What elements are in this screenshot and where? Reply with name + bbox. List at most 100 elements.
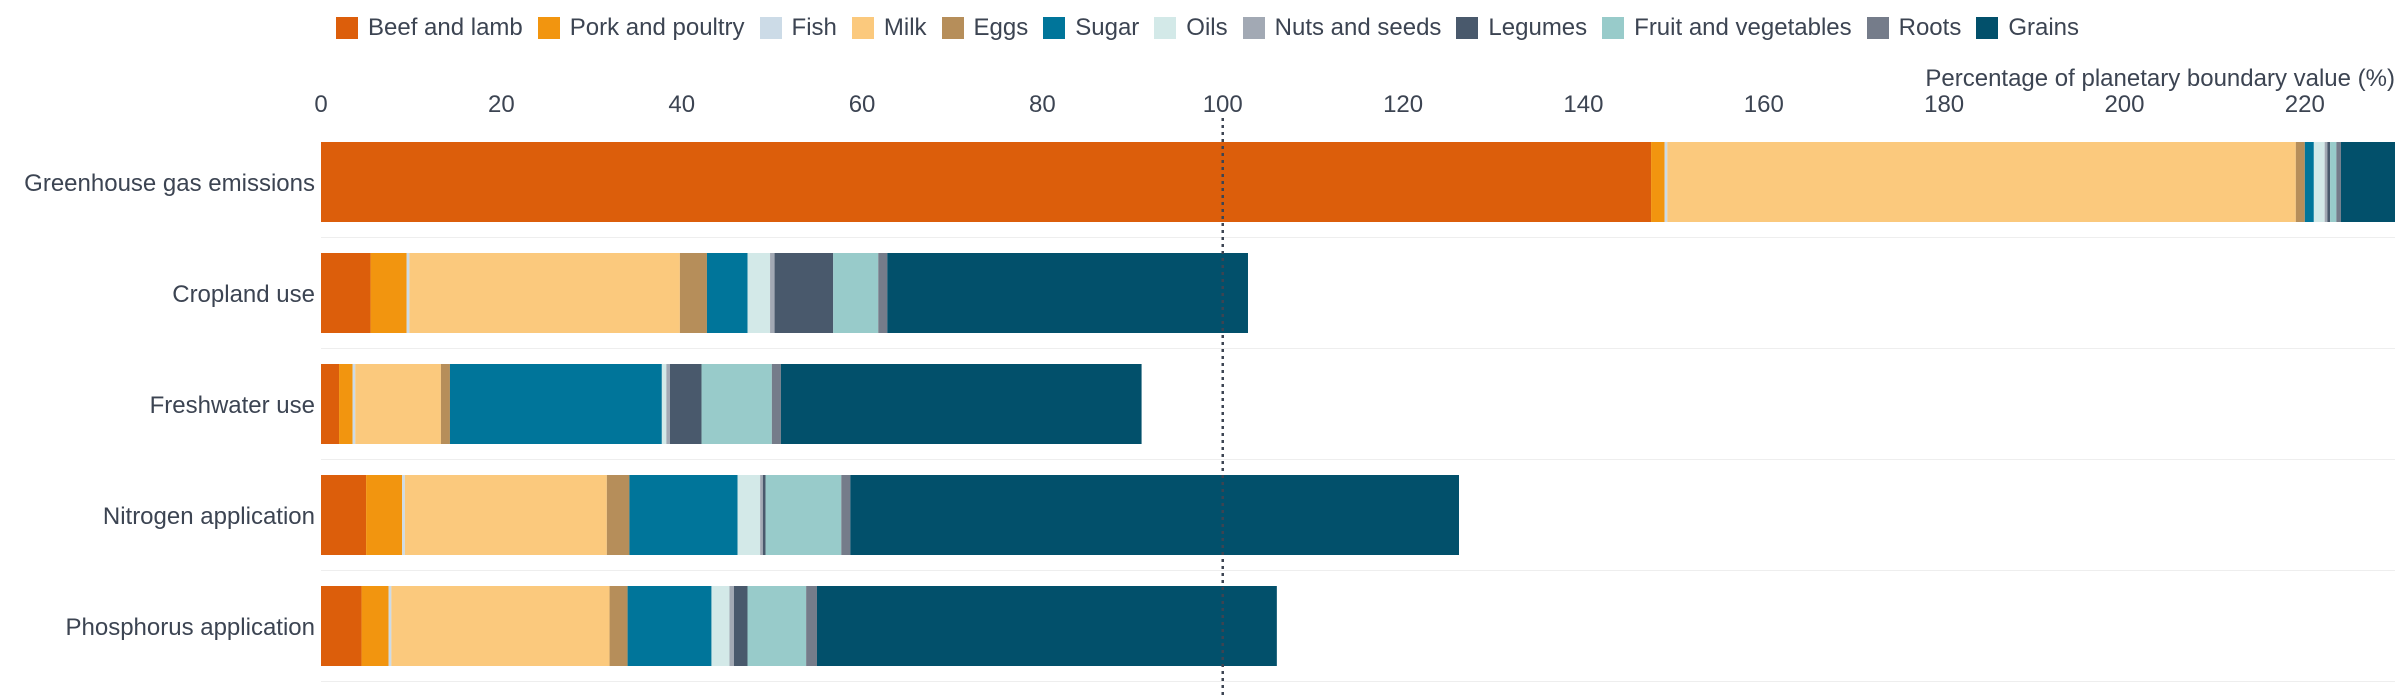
legend-swatch [851, 17, 874, 39]
legend-item: Beef and lamb [336, 14, 523, 42]
x-tick-label: 60 [849, 91, 876, 118]
category-label: Freshwater use [150, 392, 315, 419]
bar-segment [321, 253, 371, 333]
bar-segment [833, 253, 879, 333]
x-axis-title: Percentage of planetary boundary value (… [1925, 65, 2395, 92]
bar-segment [816, 586, 1277, 666]
bar-segment [2336, 142, 2341, 222]
bar-segment [2340, 142, 2395, 222]
legend-label: Nuts and seeds [1274, 14, 1442, 41]
legend-label: Roots [1898, 14, 1962, 41]
bar-segment [404, 475, 607, 555]
bar-segment [887, 253, 1248, 333]
bar-segment [2327, 142, 2331, 222]
bar-segment [1667, 142, 2296, 222]
legend-item: Fruit and vegetables [1602, 14, 1852, 42]
legend-item: Fish [759, 14, 837, 42]
legend-item: Pork and poultry [537, 14, 745, 42]
bar-segment [747, 586, 807, 666]
legend-item: Nuts and seeds [1242, 14, 1442, 42]
y-axis: Greenhouse gas emissions Cropland use Fres… [24, 170, 315, 641]
bar-segment [361, 586, 389, 666]
legend-swatch [1154, 17, 1177, 39]
legend-swatch [1456, 17, 1479, 39]
bar-segment [366, 475, 403, 555]
gridlines [321, 237, 2395, 682]
bar-segment [806, 586, 817, 666]
bar-segment [370, 253, 407, 333]
bar-segment [737, 475, 761, 555]
bar-segment [666, 364, 670, 444]
x-tick-label: 180 [1924, 91, 1964, 118]
legend-item: Grains [1976, 14, 2079, 42]
legend-item: Sugar [1043, 14, 1139, 42]
bar-segment [669, 364, 702, 444]
x-tick-label: 80 [1029, 91, 1056, 118]
bar-segment [747, 253, 771, 333]
legend-label: Pork and poultry [569, 14, 745, 41]
legend-label: Grains [2008, 14, 2080, 41]
bar-group [321, 142, 2395, 666]
bar-segment [2295, 142, 2305, 222]
legend-swatch [537, 17, 560, 39]
bar-segment [391, 586, 610, 666]
legend-swatch [1976, 17, 1999, 39]
x-tick-label: 20 [488, 91, 515, 118]
legend-label: Eggs [973, 14, 1029, 41]
bar-segment [339, 364, 353, 444]
x-tick-label: 0 [314, 91, 327, 118]
bar-segment [1664, 142, 1668, 222]
legend-swatch [336, 17, 358, 39]
bar-segment [711, 586, 730, 666]
bar-segment [762, 475, 766, 555]
legend-item: Eggs [941, 14, 1029, 42]
legend-item: Milk [851, 14, 927, 42]
bar-segment [440, 364, 450, 444]
bar-segment [2330, 142, 2337, 222]
legend-item: Roots [1866, 14, 1962, 42]
legend-label: Oils [1186, 14, 1228, 41]
x-tick-label: 120 [1383, 91, 1423, 118]
bar-segment [2324, 142, 2328, 222]
bar-segment [355, 364, 441, 444]
legend-item: Oils [1154, 14, 1228, 42]
bar-segment [321, 475, 367, 555]
bar-segment [406, 253, 410, 333]
legend-swatch [941, 17, 964, 39]
bar-segment [729, 586, 734, 666]
legend-label: Milk [883, 14, 927, 41]
legend-swatch [1242, 17, 1265, 39]
bar-segment [627, 586, 712, 666]
bar-segment [771, 364, 781, 444]
bar-segment [609, 586, 628, 666]
chart-legend: Beef and lamb Pork and poultry Fish Milk Egg… [336, 10, 2094, 46]
bar-segment [321, 142, 1652, 222]
bar-segment [2313, 142, 2325, 222]
bar-segment [321, 364, 340, 444]
bar-segment [878, 253, 888, 333]
legend-swatch [1602, 17, 1625, 39]
legend-label: Legumes [1488, 14, 1588, 41]
bar-segment [679, 253, 707, 333]
bar-segment [352, 364, 356, 444]
bar-segment [733, 586, 748, 666]
bar-segment [449, 364, 662, 444]
bar-segment [606, 475, 630, 555]
bar-segment [765, 475, 842, 555]
bar-segment [388, 586, 392, 666]
bar-segment [774, 253, 834, 333]
legend-item: Legumes [1456, 14, 1587, 42]
legend-swatch [1866, 17, 1889, 39]
x-tick-label: 200 [2104, 91, 2144, 118]
category-label: Cropland use [172, 281, 315, 308]
legend-swatch [1043, 17, 1066, 39]
legend-label: Fish [791, 14, 837, 41]
x-tick-label: 40 [668, 91, 695, 118]
bar-segment [321, 586, 362, 666]
x-tick-label: 100 [1203, 91, 1243, 118]
legend-label: Beef and lamb [368, 14, 523, 41]
bar-segment [409, 253, 680, 333]
bar-segment [402, 475, 405, 555]
x-tick-label: 220 [2285, 91, 2325, 118]
